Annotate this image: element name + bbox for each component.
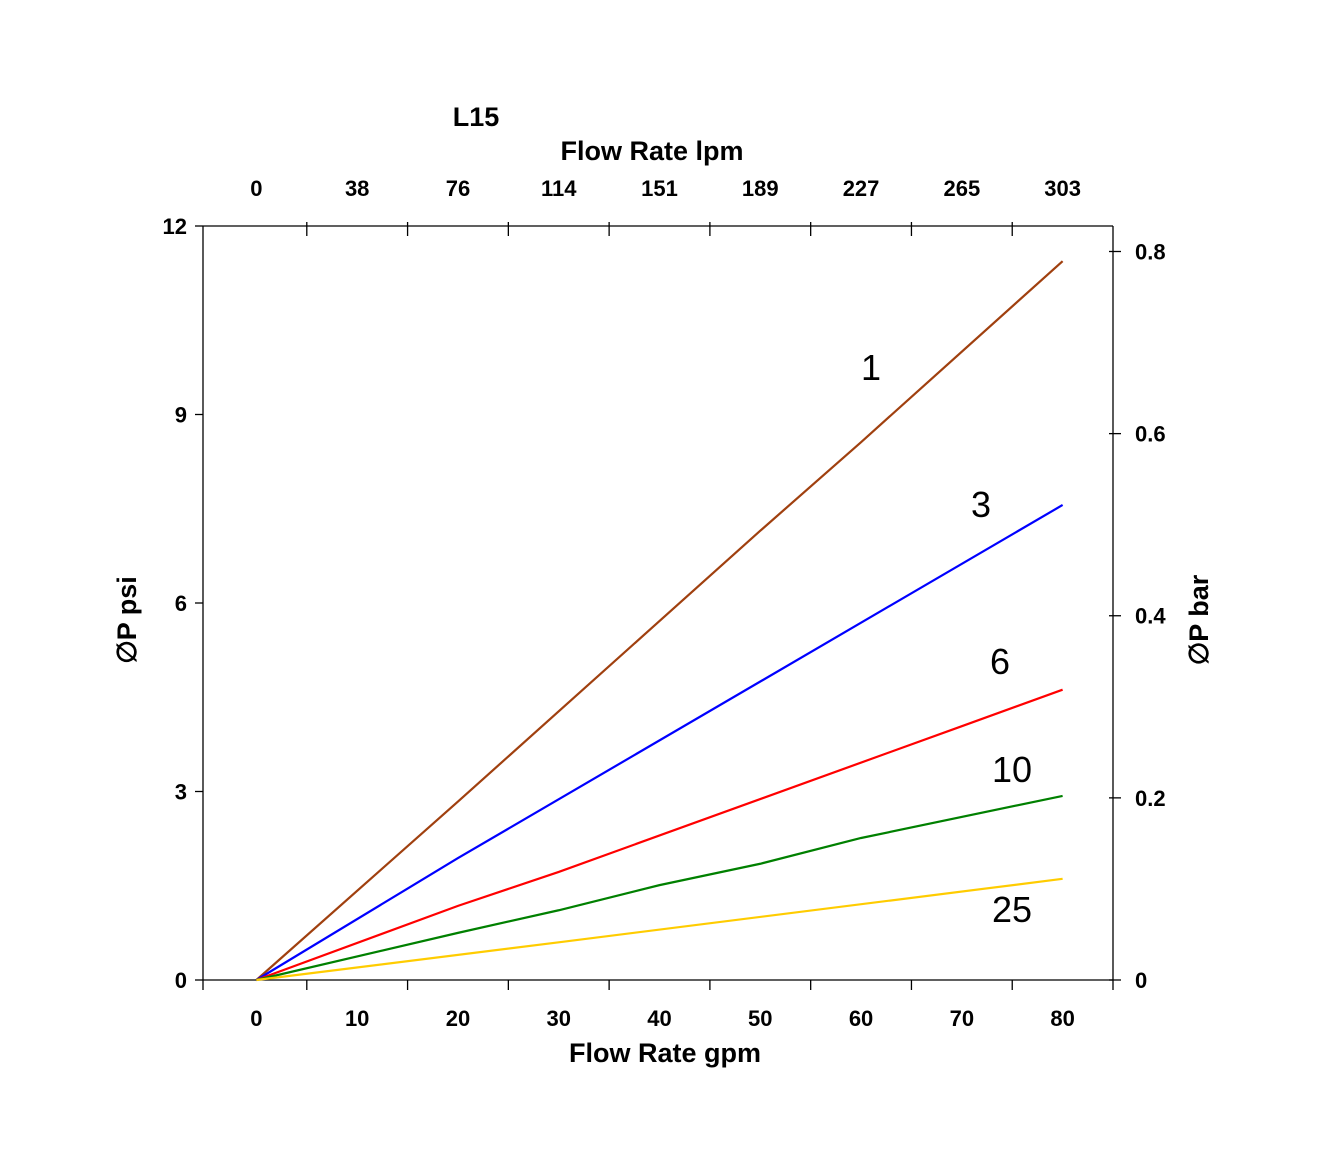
x-tick-label: 50 — [748, 1006, 772, 1031]
series-line-10 — [256, 794, 1063, 982]
y2-tick-label: 0.6 — [1135, 422, 1166, 447]
x2-tick-label: 76 — [446, 176, 470, 201]
y-tick-label: 0 — [175, 968, 187, 993]
chart-title: L15 — [453, 102, 500, 132]
x2-tick-label: 114 — [541, 176, 577, 201]
x-tick-label: 20 — [446, 1006, 470, 1031]
series-label-10: 10 — [992, 749, 1032, 790]
series-label-25: 25 — [992, 889, 1032, 930]
x-tick-label: 60 — [849, 1006, 873, 1031]
series-line-1 — [255, 260, 1064, 981]
x2-tick-label: 189 — [742, 176, 779, 201]
x2-tick-label: 227 — [843, 176, 880, 201]
x-tick-label: 70 — [950, 1006, 974, 1031]
y-tick-label: 12 — [163, 214, 187, 239]
x-tick-label: 10 — [345, 1006, 369, 1031]
y-tick-label: 6 — [175, 591, 187, 616]
series-line-25 — [256, 877, 1063, 982]
series-label-1: 1 — [861, 347, 881, 388]
series-label-3: 3 — [971, 484, 991, 525]
y2-tick-label: 0.8 — [1135, 239, 1166, 264]
y2-tick-label: 0.2 — [1135, 786, 1166, 811]
bottom-axis-label: Flow Rate gpm — [569, 1038, 761, 1068]
top-axis-label: Flow Rate lpm — [560, 136, 743, 166]
y2-tick-label: 0.4 — [1135, 604, 1166, 629]
x-tick-label: 0 — [250, 1006, 262, 1031]
x-tick-label: 30 — [546, 1006, 570, 1031]
right-axis-label: ∅P bar — [1184, 574, 1214, 665]
x2-tick-label: 38 — [345, 176, 369, 201]
y-tick-label: 9 — [175, 403, 187, 428]
x-tick-label: 40 — [647, 1006, 671, 1031]
x-tick-label: 80 — [1050, 1006, 1074, 1031]
series-label-6: 6 — [990, 641, 1010, 682]
series-line-6 — [256, 688, 1063, 982]
x2-tick-label: 0 — [250, 176, 262, 201]
x2-tick-label: 151 — [641, 176, 678, 201]
series-line-3 — [255, 504, 1064, 981]
x2-tick-label: 265 — [943, 176, 980, 201]
x2-tick-label: 303 — [1044, 176, 1081, 201]
left-axis-label: ∅P psi — [112, 576, 142, 664]
y2-tick-label: 0 — [1135, 968, 1147, 993]
y-tick-label: 3 — [175, 780, 187, 805]
